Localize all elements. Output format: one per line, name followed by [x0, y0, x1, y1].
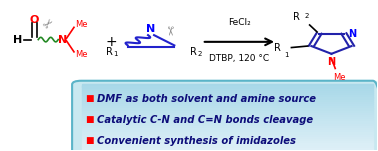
- Text: ■: ■: [85, 94, 94, 103]
- Bar: [82, 89, 373, 91]
- Bar: [82, 146, 373, 148]
- Text: DTBP, 120 °C: DTBP, 120 °C: [209, 54, 270, 63]
- Bar: [82, 122, 373, 124]
- Text: N: N: [146, 24, 156, 34]
- Text: Catalytic C-N and C=N bonds cleavage: Catalytic C-N and C=N bonds cleavage: [96, 115, 313, 125]
- Bar: [82, 128, 373, 131]
- Text: 2: 2: [304, 13, 309, 19]
- Text: N: N: [348, 29, 356, 39]
- Bar: [82, 119, 373, 122]
- Bar: [82, 117, 373, 120]
- Text: Convenient synthesis of imidazoles: Convenient synthesis of imidazoles: [96, 136, 296, 146]
- Bar: [82, 95, 373, 98]
- Bar: [82, 111, 373, 113]
- Bar: [82, 124, 373, 126]
- Bar: [82, 108, 373, 111]
- Text: +: +: [106, 35, 118, 49]
- Bar: [82, 130, 373, 133]
- Bar: [82, 84, 373, 87]
- Bar: [82, 86, 373, 89]
- Text: ✂: ✂: [161, 25, 175, 35]
- FancyBboxPatch shape: [72, 81, 378, 151]
- Bar: [82, 102, 373, 104]
- Text: Me: Me: [75, 20, 88, 29]
- Text: N: N: [58, 35, 67, 45]
- Text: O: O: [30, 15, 39, 25]
- Bar: [82, 137, 373, 139]
- Text: R: R: [105, 47, 112, 57]
- Text: 1: 1: [285, 52, 289, 58]
- Bar: [82, 100, 373, 102]
- Bar: [82, 113, 373, 115]
- Bar: [82, 97, 373, 100]
- Bar: [82, 115, 373, 117]
- Text: 2: 2: [198, 51, 202, 57]
- Text: FeCl₂: FeCl₂: [228, 18, 251, 27]
- Text: DMF as both solvent and amine source: DMF as both solvent and amine source: [96, 94, 316, 104]
- Bar: [82, 143, 373, 146]
- Text: Me: Me: [333, 73, 345, 82]
- Text: R: R: [293, 11, 300, 22]
- Bar: [82, 91, 373, 93]
- Text: ■: ■: [85, 115, 94, 124]
- Text: ■: ■: [85, 136, 94, 145]
- Bar: [82, 104, 373, 106]
- Bar: [82, 141, 373, 144]
- Text: H: H: [13, 35, 22, 45]
- Bar: [82, 148, 373, 150]
- Text: R: R: [190, 47, 197, 57]
- Bar: [82, 106, 373, 109]
- Text: N: N: [327, 57, 336, 67]
- Bar: [82, 135, 373, 137]
- Text: Me: Me: [75, 50, 88, 59]
- Text: 1: 1: [113, 51, 118, 57]
- Bar: [82, 132, 373, 135]
- Text: ✂: ✂: [40, 16, 57, 33]
- Bar: [82, 126, 373, 128]
- Bar: [82, 93, 373, 95]
- Bar: [82, 139, 373, 141]
- Text: R: R: [274, 43, 281, 53]
